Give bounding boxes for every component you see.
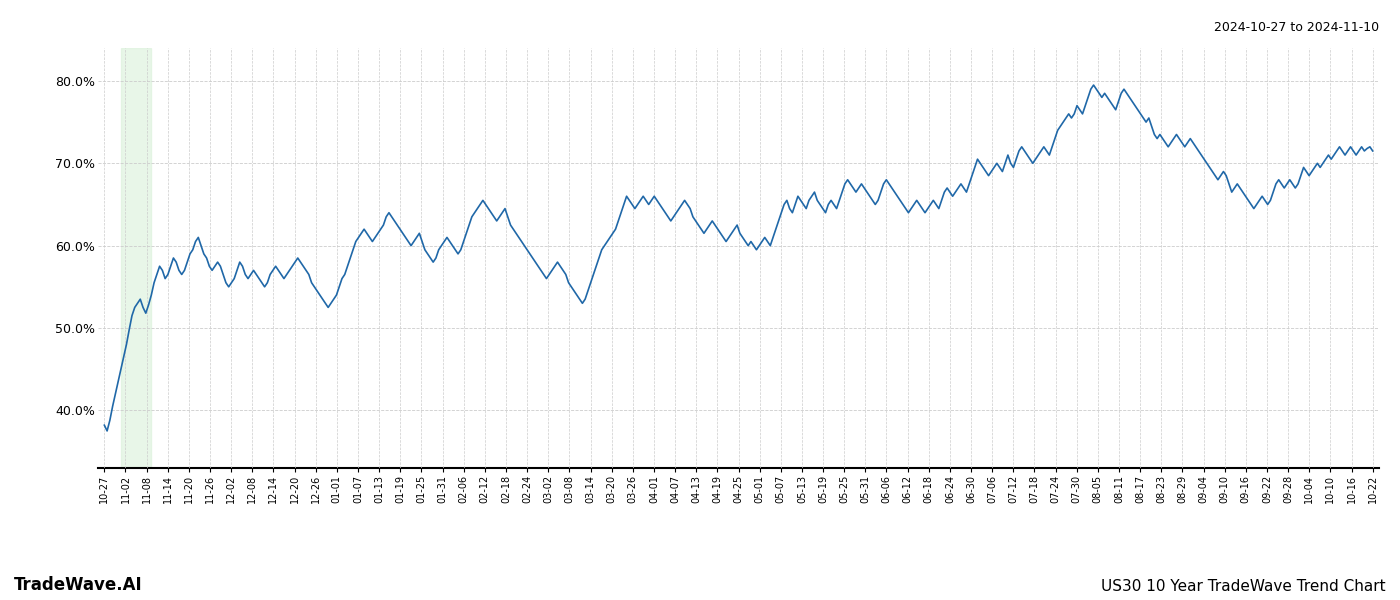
Text: TradeWave.AI: TradeWave.AI — [14, 576, 143, 594]
Text: US30 10 Year TradeWave Trend Chart: US30 10 Year TradeWave Trend Chart — [1102, 579, 1386, 594]
Bar — [122, 48, 151, 468]
Text: 2024-10-27 to 2024-11-10: 2024-10-27 to 2024-11-10 — [1214, 21, 1379, 34]
